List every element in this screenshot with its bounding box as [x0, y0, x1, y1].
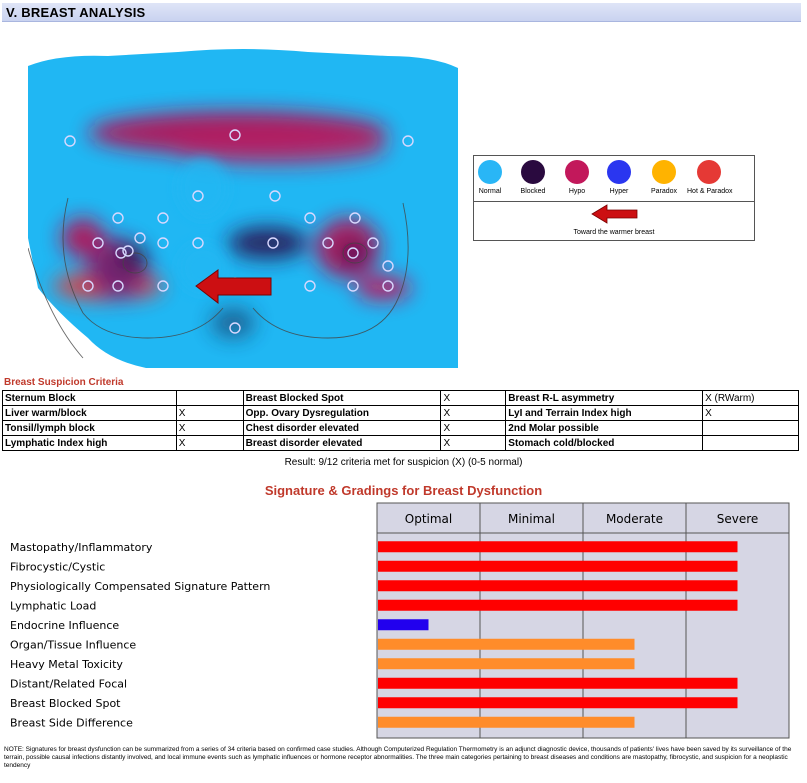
grading-bar — [378, 580, 738, 592]
legend-dot — [652, 160, 676, 184]
category-label: Fibrocystic/Cystic — [10, 560, 105, 573]
grading-bar — [378, 638, 635, 650]
legend-item-normal: Normal — [468, 160, 512, 195]
grading-bar — [378, 619, 429, 631]
criteria-title: Breast Suspicion Criteria — [4, 377, 124, 388]
legend-dot — [697, 160, 721, 184]
legend-label: Blocked — [520, 188, 546, 195]
table-row: Liver warm/block X Opp. Ovary Dysregulat… — [2, 405, 799, 421]
color-legend: Normal Blocked Hypo Hyper Paradox Hot & … — [473, 155, 755, 241]
criteria-label: Breast Blocked Spot — [242, 390, 442, 406]
section-header: V. BREAST ANALYSIS — [2, 3, 801, 22]
grading-bar — [378, 697, 738, 709]
criteria-mark: X — [440, 390, 507, 406]
category-label: Physiologically Compensated Signature Pa… — [10, 580, 270, 593]
criteria-label: LyI and Terrain Index high — [505, 405, 704, 421]
criteria-mark: X — [440, 435, 507, 451]
legend-label: Hot & Paradox — [687, 188, 733, 195]
grade-column-label: Optimal — [405, 512, 452, 526]
grading-bar — [378, 658, 635, 670]
criteria-label: Sternum Block — [2, 390, 177, 406]
criteria-mark — [702, 420, 799, 436]
category-label: Endocrine Influence — [10, 619, 119, 632]
criteria-mark: X (RWarm) — [702, 390, 799, 406]
category-label: Lymphatic Load — [10, 599, 96, 612]
grading-bar — [378, 716, 635, 728]
criteria-mark: X — [175, 420, 244, 436]
criteria-label: 2nd Molar possible — [505, 420, 704, 436]
legend-label: Normal — [478, 188, 502, 195]
warmer-breast-arrow-icon — [195, 269, 272, 305]
table-row: Sternum Block Breast Blocked Spot X Brea… — [2, 390, 799, 406]
criteria-mark — [175, 390, 244, 406]
legend-item-hypo: Hypo — [555, 160, 599, 195]
chart-title: Signature & Gradings for Breast Dysfunct… — [264, 483, 543, 498]
criteria-mark: X — [440, 405, 507, 421]
arrow-left-icon — [591, 204, 638, 224]
breast-thermal-image — [28, 49, 458, 368]
criteria-table: Sternum Block Breast Blocked Spot X Brea… — [2, 390, 799, 451]
section-title: V. BREAST ANALYSIS — [6, 5, 146, 20]
legend-label: Hypo — [568, 188, 586, 195]
table-row: Lymphatic Index high X Breast disorder e… — [2, 435, 799, 451]
criteria-label: Stomach cold/blocked — [505, 435, 704, 451]
legend-dot — [521, 160, 545, 184]
category-label: Mastopathy/Inflammatory — [10, 541, 153, 554]
category-label: Distant/Related Focal — [10, 677, 127, 690]
legend-caption: Toward the warmer breast — [573, 229, 655, 236]
legend-label: Paradox — [650, 188, 678, 195]
gradings-chart: Optimal Minimal Moderate Severe Mastopathy/I… — [10, 502, 790, 739]
criteria-label: Lymphatic Index high — [2, 435, 177, 451]
category-label: Breast Blocked Spot — [10, 697, 121, 710]
grading-bar — [378, 541, 738, 553]
criteria-label: Breast R-L asymmetry — [505, 390, 704, 406]
criteria-mark: X — [175, 435, 244, 451]
legend-label: Hyper — [609, 188, 629, 195]
legend-item-hot-paradox: Hot & Paradox — [687, 160, 733, 195]
legend-dot — [478, 160, 502, 184]
criteria-label: Breast disorder elevated — [242, 435, 442, 451]
criteria-label: Liver warm/block — [2, 405, 177, 421]
legend-item-paradox: Paradox — [642, 160, 686, 195]
criteria-label: Opp. Ovary Dysregulation — [242, 405, 442, 421]
legend-item-blocked: Blocked — [511, 160, 555, 195]
legend-item-hyper: Hyper — [597, 160, 641, 195]
grade-column-label: Severe — [717, 512, 759, 526]
grading-bar — [378, 560, 738, 572]
grading-bar — [378, 677, 738, 689]
criteria-mark: X — [175, 405, 244, 421]
criteria-label: Chest disorder elevated — [242, 420, 442, 436]
grade-column-label: Minimal — [508, 512, 555, 526]
grade-column-label: Moderate — [606, 512, 663, 526]
table-row: Tonsil/lymph block X Chest disorder elev… — [2, 420, 799, 436]
criteria-mark: X — [440, 420, 507, 436]
grading-bar — [378, 599, 738, 611]
legend-divider — [474, 201, 754, 202]
criteria-result: Result: 9/12 criteria met for suspicion … — [284, 457, 523, 468]
legend-dot — [565, 160, 589, 184]
category-label: Heavy Metal Toxicity — [10, 658, 123, 671]
legend-dot — [607, 160, 631, 184]
category-label: Organ/Tissue Influence — [10, 638, 136, 651]
category-label: Breast Side Difference — [10, 716, 133, 729]
criteria-mark: X — [702, 405, 799, 421]
criteria-mark — [702, 435, 799, 451]
criteria-label: Tonsil/lymph block — [2, 420, 177, 436]
footnote: NOTE: Signatures for breast dysfunction … — [4, 746, 792, 769]
